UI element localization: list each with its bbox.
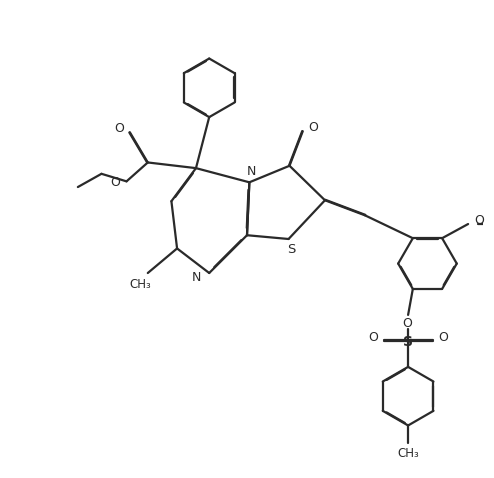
Text: CH₃: CH₃ [130, 278, 152, 291]
Text: O: O [308, 121, 318, 134]
Text: S: S [403, 335, 413, 349]
Text: O: O [438, 331, 448, 344]
Text: S: S [287, 243, 295, 256]
Text: O: O [368, 331, 378, 344]
Text: N: N [191, 271, 201, 284]
Text: CH₃: CH₃ [397, 447, 419, 460]
Text: O: O [115, 122, 124, 135]
Text: O: O [402, 317, 412, 330]
Text: O: O [110, 176, 120, 189]
Text: N: N [247, 165, 256, 178]
Text: O: O [474, 214, 484, 227]
